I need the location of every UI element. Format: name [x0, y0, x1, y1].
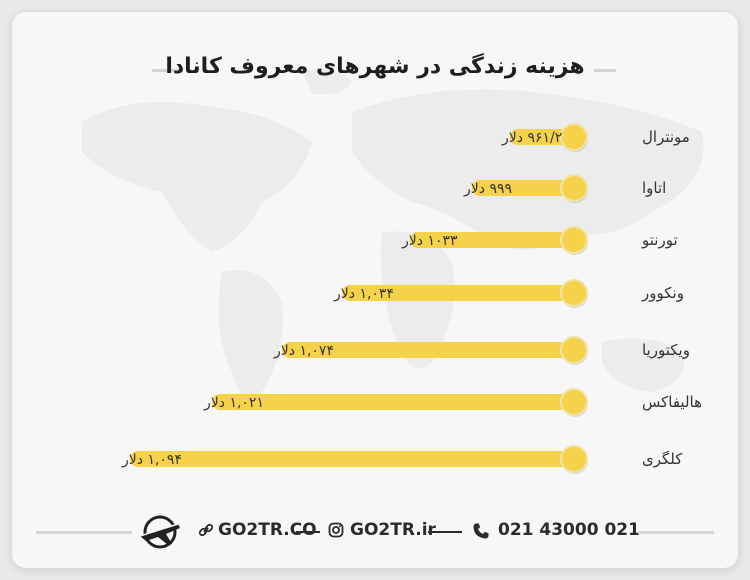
bar-row: اتاوا ۹۹۹ دلار [463, 174, 666, 203]
value-label: ۱,۰۹۴ دلار [121, 452, 182, 468]
category-label: مونترال [642, 128, 690, 146]
infographic-card: هزینه زندگی در شهرهای معروف کانادا مونتر… [12, 12, 738, 568]
value-label: ۱,۰۲۱ دلار [203, 395, 264, 411]
category-label: تورنتو [641, 231, 678, 249]
category-label: اتاوا [642, 179, 666, 197]
footer-phone[interactable]: 021 43000 021 [498, 520, 640, 540]
category-label: کلگری [642, 450, 683, 468]
airplane-logo-icon [139, 515, 180, 549]
footer-separator [428, 531, 462, 533]
footer-separator [296, 531, 320, 533]
link-icon [198, 523, 214, 537]
bar-row: کلگری ۱,۰۹۴ دلار [121, 445, 683, 474]
bar [510, 129, 574, 145]
instagram-icon [328, 522, 344, 538]
bar-row: هالیفاکس ۱,۰۲۱ دلار [203, 388, 702, 417]
bar-knob [560, 336, 588, 364]
footer-website[interactable]: GO2TR.CO [218, 520, 317, 540]
bar [130, 451, 574, 467]
title-rule-left [152, 69, 182, 72]
bar-knob [560, 388, 588, 416]
bar-row: مونترال ۹۶۱/۲ دلار [501, 123, 690, 152]
value-label: ۱۰۳۳ دلار [401, 233, 458, 249]
bar [472, 180, 574, 196]
category-label: ویکتوریا [642, 341, 690, 359]
bar [410, 232, 574, 248]
value-label: ۹۶۱/۲ دلار [501, 130, 562, 146]
footer-rule-right [638, 531, 714, 534]
bar-row: تورنتو ۱۰۳۳ دلار [401, 226, 678, 255]
title-rule-right [594, 69, 616, 72]
footer-instagram[interactable]: GO2TR.ir [350, 520, 436, 540]
chart-title: هزینه زندگی در شهرهای معروف کانادا [165, 54, 585, 79]
bar-row: ونکوور ۱,۰۳۴ دلار [333, 279, 684, 308]
footer: GO2TR.CO GO2TR.ir 021 43000 021 [12, 512, 738, 552]
category-label: هالیفاکس [642, 393, 702, 411]
bar-row: ویکتوریا ۱,۰۷۴ دلار [273, 336, 690, 365]
bar-knob [560, 445, 588, 473]
category-label: ونکوور [641, 284, 684, 302]
bar-knob [560, 123, 588, 151]
bar [282, 342, 574, 358]
footer-rule-left [36, 531, 132, 534]
value-label: ۹۹۹ دلار [463, 181, 512, 197]
value-label: ۱,۰۷۴ دلار [273, 343, 334, 359]
bar-chart: مونترال ۹۶۱/۲ دلار اتاوا ۹۹۹ دلار تورنتو ۱۰۳۳… [121, 123, 702, 474]
value-label: ۱,۰۳۴ دلار [333, 286, 394, 302]
bar-knob [560, 226, 588, 254]
phone-icon [473, 523, 489, 539]
bar-knob [560, 174, 588, 202]
world-map-background [82, 68, 704, 399]
bar-knob [560, 279, 588, 307]
bar [212, 394, 574, 410]
bar [342, 285, 574, 301]
